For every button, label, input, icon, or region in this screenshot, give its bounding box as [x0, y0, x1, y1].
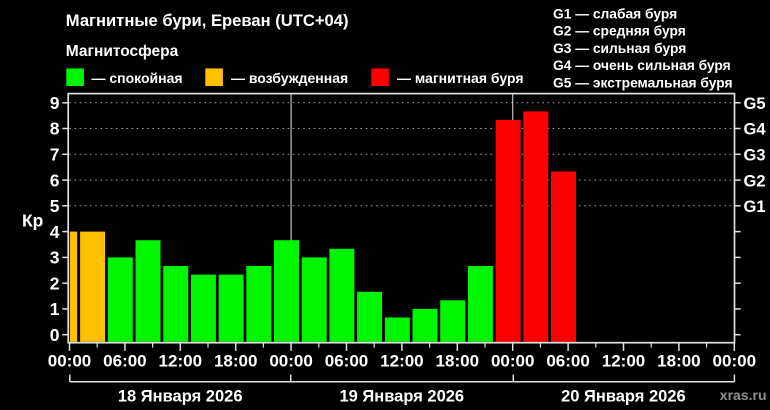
svg-text:G5: G5: [744, 95, 766, 113]
svg-text:0: 0: [50, 325, 60, 345]
svg-text:19 Января 2026: 19 Января 2026: [339, 387, 464, 405]
svg-text:06:00: 06:00: [546, 352, 589, 371]
svg-text:12:00: 12:00: [380, 352, 423, 371]
svg-text:G1: G1: [744, 198, 766, 216]
svg-text:1: 1: [50, 299, 60, 319]
svg-text:9: 9: [50, 93, 60, 113]
svg-text:Магнитосфера: Магнитосфера: [66, 43, 179, 60]
svg-text:5: 5: [50, 196, 60, 216]
svg-text:00:00: 00:00: [48, 352, 91, 371]
svg-text:06:00: 06:00: [103, 352, 146, 371]
svg-text:12:00: 12:00: [602, 352, 645, 371]
svg-text:Кр: Кр: [22, 211, 43, 231]
svg-text:— возбужденная: — возбужденная: [231, 70, 348, 86]
svg-text:00:00: 00:00: [269, 352, 312, 371]
svg-text:12:00: 12:00: [159, 352, 202, 371]
svg-text:G1 — слабая буря: G1 — слабая буря: [553, 7, 677, 22]
svg-text:18:00: 18:00: [657, 352, 700, 371]
svg-text:G3: G3: [744, 147, 766, 165]
svg-text:Магнитные бури, Ереван (UTC+04: Магнитные бури, Ереван (UTC+04): [66, 11, 349, 30]
svg-text:G5 — экстремальная буря: G5 — экстремальная буря: [553, 75, 733, 90]
svg-text:8: 8: [50, 119, 60, 139]
svg-text:2: 2: [50, 273, 60, 293]
svg-text:6: 6: [50, 170, 60, 190]
svg-text:00:00: 00:00: [713, 352, 756, 371]
svg-text:xras.ru: xras.ru: [720, 387, 767, 403]
svg-text:G3 — сильная буря: G3 — сильная буря: [553, 41, 686, 56]
svg-text:06:00: 06:00: [325, 352, 368, 371]
svg-text:G2 — средняя буря: G2 — средняя буря: [553, 24, 686, 39]
svg-text:G4 — очень сильная буря: G4 — очень сильная буря: [553, 58, 731, 73]
svg-text:— магнитная буря: — магнитная буря: [397, 70, 524, 86]
svg-text:4: 4: [50, 222, 60, 242]
svg-text:00:00: 00:00: [491, 352, 534, 371]
svg-text:— спокойная: — спокойная: [92, 70, 183, 86]
svg-text:3: 3: [50, 248, 60, 268]
svg-text:G2: G2: [744, 172, 766, 190]
svg-text:20 Января 2026: 20 Января 2026: [561, 387, 686, 405]
svg-text:G4: G4: [744, 121, 767, 139]
svg-text:18:00: 18:00: [436, 352, 479, 371]
svg-text:7: 7: [50, 145, 60, 165]
svg-text:18:00: 18:00: [214, 352, 257, 371]
svg-text:18 Января 2026: 18 Января 2026: [118, 387, 243, 405]
